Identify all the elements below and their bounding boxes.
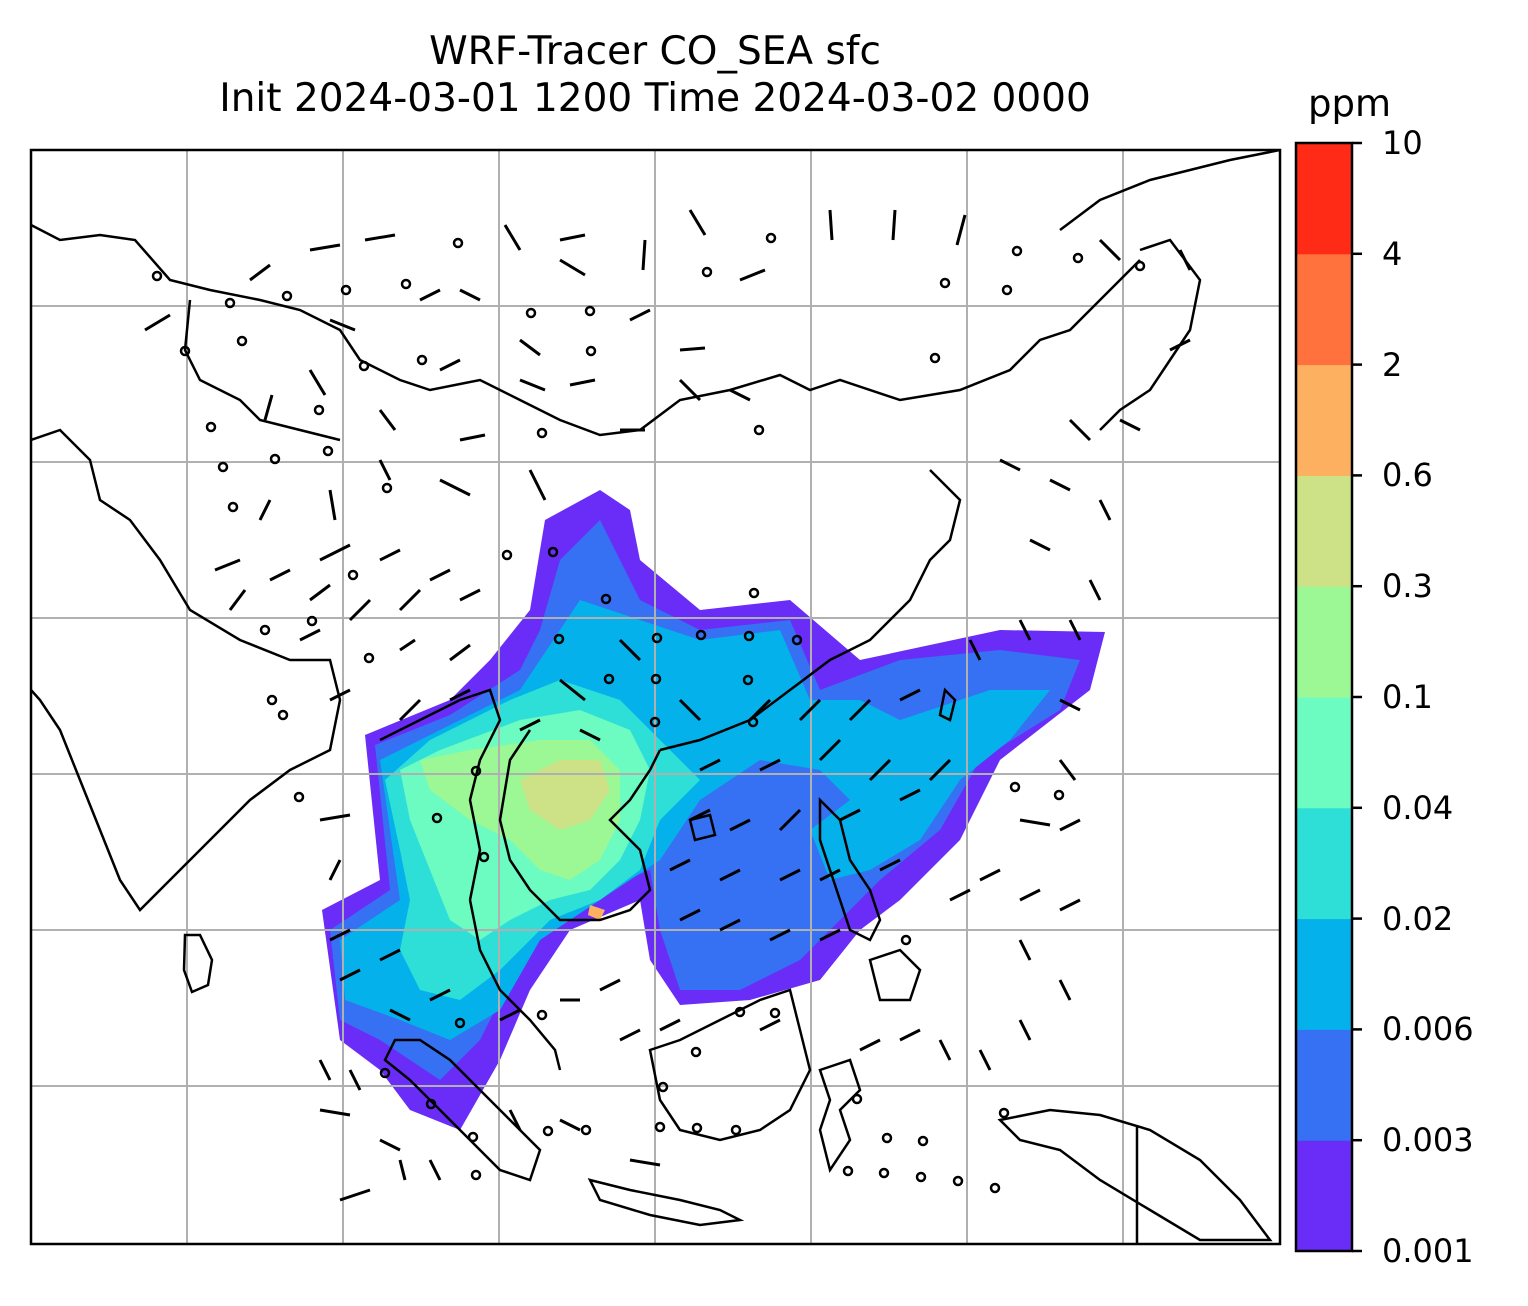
colorbar-tick-label: 0.04 — [1382, 788, 1454, 827]
colorbar-bin — [1296, 807, 1352, 920]
mindanao-outline — [868, 948, 922, 1002]
map-frame — [29, 148, 1282, 1246]
colorbar-bin — [1296, 918, 1352, 1030]
malay-peninsula — [468, 899, 562, 1071]
wind-barbs — [144, 209, 1192, 1202]
map-title: WRF-Tracer CO_SEA sfc Init 2024-03-01 12… — [30, 28, 1280, 122]
colorbar-tick-label: 0.6 — [1382, 456, 1433, 495]
colorbar-bin — [1296, 475, 1352, 587]
new-guinea-outline — [997, 1108, 1273, 1242]
korea-japan-outline — [1059, 150, 1280, 231]
colorbar-tick-label: 0.02 — [1382, 899, 1454, 938]
graticule — [31, 150, 1280, 1244]
colorbar-tick-label: 2 — [1382, 345, 1403, 384]
colorbar — [1296, 143, 1352, 1252]
colorbar-tick-label: 0.003 — [1382, 1121, 1474, 1160]
borneo-outline — [648, 988, 812, 1142]
calm-markers — [151, 232, 1146, 1194]
coastlines-and-borders — [31, 150, 1280, 1244]
sulawesi-outline — [818, 1058, 862, 1174]
sri-lanka-outline — [182, 933, 214, 994]
hainan-outline — [688, 813, 717, 842]
plume-level-0.6 — [588, 905, 605, 920]
colorbar-bin — [1296, 697, 1352, 809]
colorbar-tick-label: 0.3 — [1382, 567, 1433, 606]
india-outline — [31, 428, 342, 912]
java-outline — [587, 1178, 745, 1227]
philippines-outline — [818, 796, 882, 942]
colorbar-bin — [1296, 586, 1352, 698]
japan-outline — [1099, 238, 1202, 431]
china-coast — [659, 469, 962, 752]
colorbar-tick-label: 4 — [1382, 234, 1403, 273]
myanmar-border — [379, 688, 502, 901]
colorbar-tick-label: 0.001 — [1382, 1232, 1474, 1270]
northern-border — [31, 223, 1141, 437]
southeast-asia-coast — [498, 729, 662, 922]
colorbar-bin — [1296, 1140, 1352, 1252]
inner-border-1 — [183, 299, 341, 442]
colorbar-bin — [1296, 1029, 1352, 1141]
tracer-plume — [322, 490, 1105, 1130]
title-line-1: WRF-Tracer CO_SEA sfc — [429, 29, 881, 74]
colorbar-tick-label: 10 — [1382, 124, 1423, 162]
colorbar-bin — [1296, 364, 1352, 476]
colorbar-unit-label: ppm — [1308, 82, 1392, 125]
colorbar-tick-label: 0.006 — [1382, 1010, 1474, 1049]
colorbar-bin — [1296, 253, 1352, 366]
colorbar-tick-label: 0.1 — [1382, 678, 1433, 716]
plume-level-0.3 — [520, 760, 610, 830]
colorbar-bin — [1296, 143, 1352, 255]
title-line-2: Init 2024-03-01 1200 Time 2024-03-02 000… — [219, 76, 1091, 121]
taiwan-outline — [938, 687, 957, 722]
sumatra-outline — [383, 1038, 542, 1182]
colorbar-ticks — [1352, 141, 1362, 1253]
